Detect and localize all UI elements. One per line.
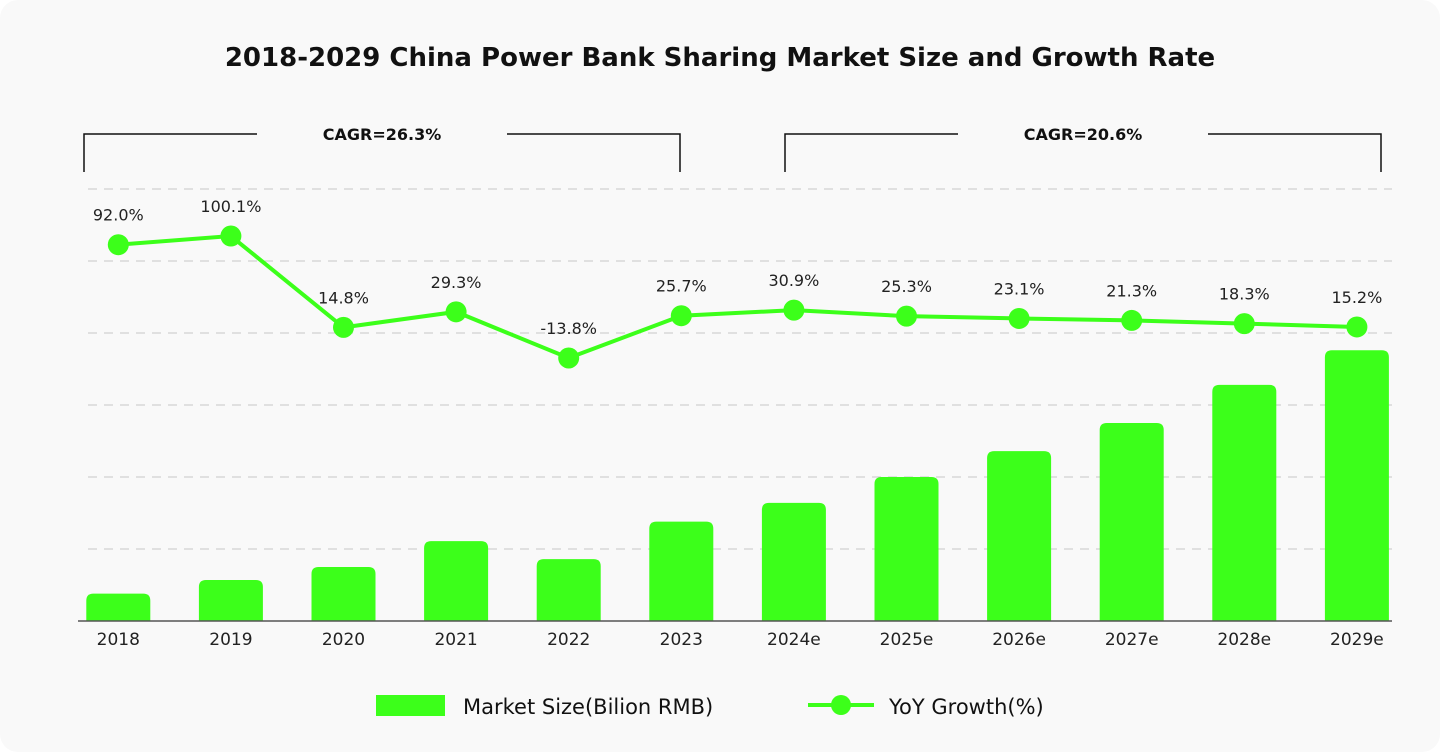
growth-point <box>445 301 467 323</box>
bar-2028e <box>1212 384 1277 621</box>
growth-point <box>1346 316 1368 338</box>
bar-2025e <box>874 477 939 621</box>
x-tick-label: 2022 <box>547 630 590 650</box>
growth-point <box>670 305 692 327</box>
growth-point <box>896 305 917 327</box>
bar-2024e <box>761 502 826 621</box>
growth-data-label: 23.1% <box>994 279 1045 298</box>
growth-point <box>1008 307 1030 329</box>
bar-2019 <box>198 579 263 621</box>
x-tick-label: 2029e <box>1330 630 1384 650</box>
growth-data-label: -13.8% <box>540 319 597 338</box>
growth-data-label: 14.8% <box>318 288 369 307</box>
growth-point <box>1233 313 1255 335</box>
cagr-bracket <box>784 133 1382 172</box>
x-tick-label: 2023 <box>660 630 703 650</box>
x-tick-label: 2019 <box>209 630 252 650</box>
legend-line-marker <box>831 695 851 715</box>
cagr-label: CAGR=20.6% <box>1024 125 1143 144</box>
growth-point <box>333 316 354 338</box>
x-tick-label: 2025e <box>880 630 934 650</box>
legend-bar-swatch <box>376 695 445 716</box>
cagr-label: CAGR=26.3% <box>323 125 442 144</box>
growth-data-label: 25.3% <box>881 277 932 296</box>
bar-2018 <box>86 593 151 621</box>
legend: Market Size(Bilion RMB) YoY Growth(%) <box>376 695 1044 719</box>
x-tick-label: 2027e <box>1105 630 1159 650</box>
growth-point <box>1121 309 1143 331</box>
growth-point <box>220 225 242 247</box>
x-tick-label: 2028e <box>1217 630 1271 650</box>
growth-data-label: 92.0% <box>93 206 144 225</box>
legend-bar-label: Market Size(Bilion RMB) <box>463 695 713 719</box>
chart-title: 2018-2029 China Power Bank Sharing Marke… <box>225 43 1215 73</box>
growth-line <box>118 233 1357 361</box>
bar-2022 <box>536 559 601 621</box>
bar-2027e <box>1099 423 1164 621</box>
growth-data-label: 21.3% <box>1106 281 1157 300</box>
bar-2029e <box>1324 350 1389 621</box>
growth-data-label: 18.3% <box>1219 285 1270 304</box>
growth-point <box>558 347 580 369</box>
bar-2023 <box>649 521 714 621</box>
cagr-bracket <box>83 133 681 172</box>
x-tick-label: 2021 <box>434 630 477 650</box>
x-tick-label: 2026e <box>992 630 1046 650</box>
growth-data-label: 30.9% <box>768 271 819 290</box>
growth-data-label: 15.2% <box>1331 288 1382 307</box>
bar-2021 <box>424 541 489 621</box>
growth-data-label: 29.3% <box>431 273 482 292</box>
growth-data-label: 100.1% <box>200 197 261 216</box>
bar-2026e <box>987 451 1052 621</box>
x-tick-label: 2020 <box>322 630 365 650</box>
legend-line-label: YoY Growth(%) <box>888 695 1044 719</box>
x-tick-label: 2018 <box>97 630 140 650</box>
bar-2020 <box>311 567 376 621</box>
growth-point <box>107 234 129 256</box>
growth-data-label: 25.7% <box>656 277 707 296</box>
growth-point <box>783 299 805 321</box>
x-tick-label: 2024e <box>767 630 821 650</box>
